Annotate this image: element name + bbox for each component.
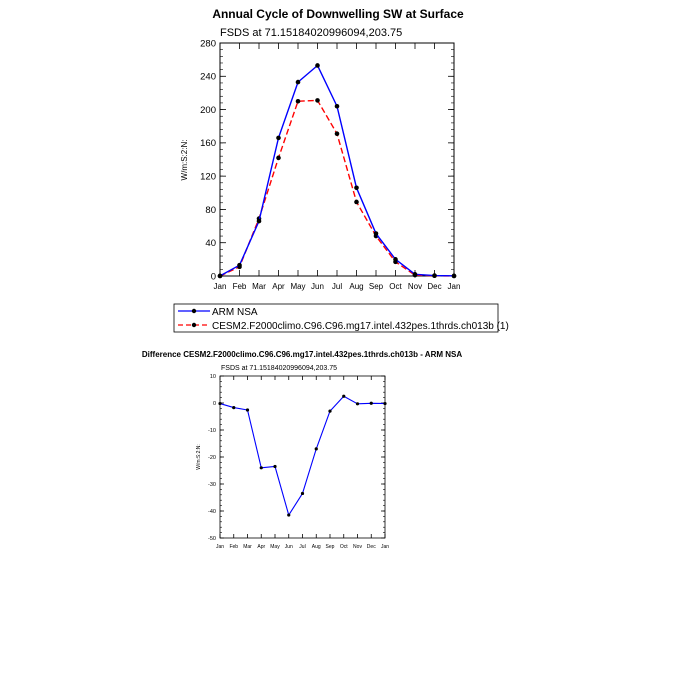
x-tick-label: Jun bbox=[285, 544, 293, 550]
data-point-s0-9 bbox=[393, 257, 398, 262]
y-tick-label: 10 bbox=[210, 374, 216, 380]
x-tick-label: Feb bbox=[229, 544, 238, 550]
data-point-s0-0 bbox=[218, 401, 222, 406]
y-axis-label: W/m:S:2:N: bbox=[180, 140, 189, 181]
y-tick-label: 160 bbox=[200, 138, 216, 149]
x-tick-label: Nov bbox=[408, 282, 422, 291]
chart-title: Annual Cycle of Downwelling SW at Surfac… bbox=[212, 7, 464, 21]
data-point-s1-4 bbox=[295, 98, 301, 104]
y-tick-label: -20 bbox=[208, 455, 216, 461]
y-tick-label: -30 bbox=[208, 482, 216, 488]
x-tick-label: Mar bbox=[252, 282, 266, 291]
data-point-s1-7 bbox=[354, 199, 359, 205]
data-point-s0-10 bbox=[412, 272, 418, 277]
x-tick-label: Sep bbox=[326, 544, 335, 550]
x-tick-label: Aug bbox=[312, 544, 321, 550]
difference-chart: Difference CESM2.F2000climo.C96.C96.mg17… bbox=[142, 350, 462, 550]
data-point-s0-1 bbox=[232, 405, 236, 410]
x-tick-label: Oct bbox=[340, 544, 348, 550]
data-point-s0-8 bbox=[373, 231, 379, 236]
x-tick-label: May bbox=[290, 282, 305, 291]
legend-label-cesm: CESM2.F2000climo.C96.C96.mg17.intel.432p… bbox=[212, 321, 509, 332]
data-point-s0-3 bbox=[276, 135, 281, 141]
x-tick-label: Jan bbox=[381, 544, 389, 550]
chart-subtitle: FSDS at 71.15184020996094,203.75 bbox=[220, 27, 402, 39]
legend-marker-cesm bbox=[191, 322, 197, 328]
data-point-s0-12 bbox=[383, 401, 387, 406]
data-point-s0-10 bbox=[355, 402, 360, 406]
legend: ARM NSA CESM2.F2000climo.C96.C96.mg17.in… bbox=[173, 303, 509, 333]
y-tick-label: -40 bbox=[208, 509, 216, 515]
data-point-s0-5 bbox=[287, 513, 291, 517]
x-tick-label: Nov bbox=[353, 544, 362, 550]
data-point-s0-4 bbox=[273, 464, 277, 469]
x-tick-label: Oct bbox=[389, 282, 402, 291]
data-point-s0-12 bbox=[451, 273, 457, 279]
y-tick-label: -50 bbox=[208, 536, 216, 542]
data-point-s0-11 bbox=[432, 273, 437, 278]
x-tick-label: Dec bbox=[367, 544, 376, 550]
data-point-s0-4 bbox=[295, 79, 301, 85]
x-tick-label: Mar bbox=[243, 544, 252, 550]
x-tick-label: Aug bbox=[349, 282, 363, 291]
data-point-s0-8 bbox=[328, 409, 332, 413]
x-tick-label: Jan bbox=[214, 282, 227, 291]
data-point-s1-6 bbox=[334, 131, 340, 137]
data-point-s0-2 bbox=[245, 408, 250, 412]
y-tick-label: 80 bbox=[205, 205, 216, 216]
y-tick-label: 120 bbox=[200, 171, 216, 182]
legend-box bbox=[173, 303, 499, 333]
y-tick-label: 40 bbox=[205, 238, 216, 249]
data-point-s0-7 bbox=[354, 185, 359, 191]
data-point-s0-9 bbox=[342, 394, 346, 398]
data-point-s0-1 bbox=[237, 262, 242, 268]
legend-marker-arm bbox=[191, 308, 197, 314]
legend-label-arm: ARM NSA bbox=[212, 307, 258, 318]
y-tick-label: 240 bbox=[200, 72, 216, 83]
y-tick-label: 0 bbox=[213, 401, 216, 407]
data-point-s1-3 bbox=[276, 155, 281, 161]
x-tick-label: Jul bbox=[332, 282, 342, 291]
diff-y-axis-label: W/m:S:2:N: bbox=[196, 444, 202, 470]
x-tick-label: Jun bbox=[311, 282, 324, 291]
diff-chart-title: Difference CESM2.F2000climo.C96.C96.mg17… bbox=[142, 350, 462, 359]
x-tick-label: May bbox=[270, 544, 280, 550]
data-point-s1-5 bbox=[315, 98, 320, 103]
x-tick-label: Dec bbox=[427, 282, 441, 291]
y-tick-label: 280 bbox=[200, 38, 216, 49]
data-point-s0-0 bbox=[217, 273, 223, 279]
x-tick-label: Jan bbox=[448, 282, 461, 291]
x-tick-label: Apr bbox=[257, 544, 265, 550]
data-point-s0-6 bbox=[334, 103, 340, 109]
y-tick-label: -10 bbox=[208, 428, 216, 434]
data-point-s0-6 bbox=[300, 491, 305, 496]
y-tick-label: 200 bbox=[200, 105, 216, 116]
data-point-s0-11 bbox=[369, 401, 373, 405]
x-tick-label: Feb bbox=[233, 282, 247, 291]
data-point-s0-3 bbox=[259, 466, 263, 470]
diff-chart-subtitle: FSDS at 71.15184020996094,203.75 bbox=[221, 365, 337, 372]
x-tick-label: Jan bbox=[216, 544, 224, 550]
annual-cycle-chart: Annual Cycle of Downwelling SW at Surfac… bbox=[180, 7, 464, 291]
y-tick-label: 0 bbox=[211, 271, 216, 282]
x-tick-label: Sep bbox=[369, 282, 384, 291]
data-point-s0-7 bbox=[314, 447, 318, 451]
x-tick-label: Jul bbox=[299, 544, 305, 550]
x-tick-label: Apr bbox=[272, 282, 285, 291]
data-point-s0-2 bbox=[256, 218, 262, 224]
data-point-s0-5 bbox=[315, 63, 320, 68]
